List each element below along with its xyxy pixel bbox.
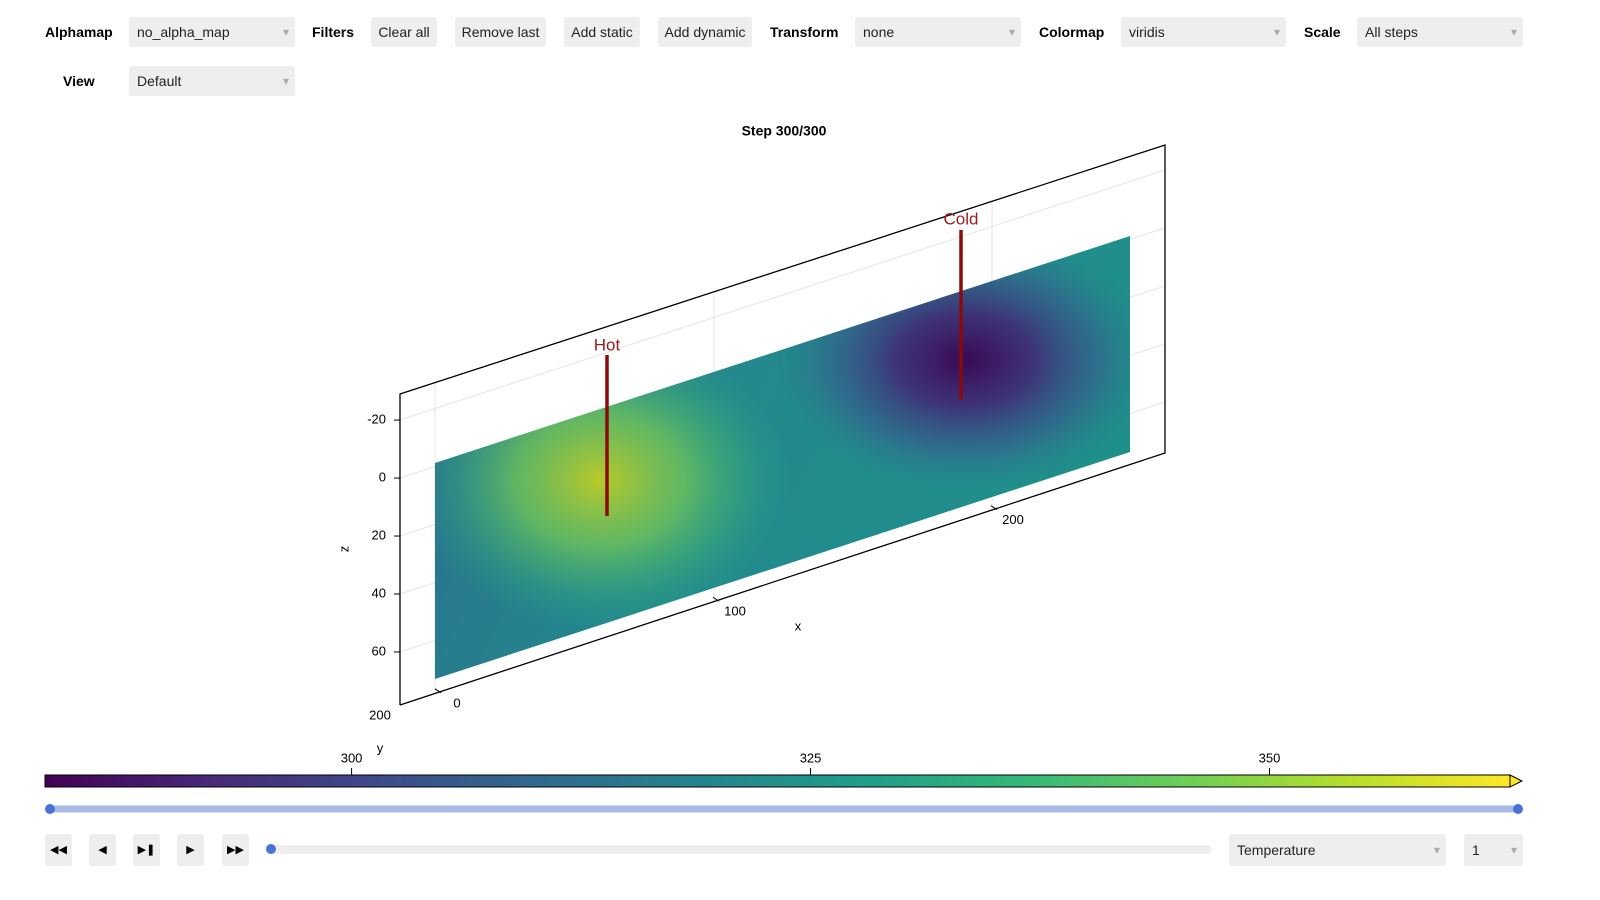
play-button[interactable]: ▶ bbox=[177, 834, 204, 866]
index-dropdown[interactable]: 1 bbox=[1464, 834, 1523, 866]
range-knob[interactable] bbox=[1513, 804, 1523, 814]
colorbar-tick-label: 325 bbox=[800, 750, 822, 765]
z-tick-label: 0 bbox=[379, 469, 386, 484]
y-tick-label: 200 bbox=[369, 707, 391, 722]
x-tick bbox=[990, 505, 998, 511]
y-axis-label: y bbox=[377, 740, 384, 755]
alphamap-label: Alphamap bbox=[45, 24, 113, 40]
transform-dropdown[interactable]: none bbox=[855, 17, 1021, 47]
z-tick-label: 60 bbox=[372, 643, 386, 658]
colorbar-frame bbox=[44, 774, 1511, 788]
annotation: Hot bbox=[594, 335, 621, 354]
z-axis-label: z bbox=[336, 546, 351, 553]
alphamap-dropdown[interactable]: no_alpha_map bbox=[129, 17, 295, 47]
scale-dropdown[interactable]: All steps bbox=[1357, 17, 1523, 47]
colormap-dropdown[interactable]: viridis bbox=[1121, 17, 1286, 47]
scale-label: Scale bbox=[1304, 24, 1341, 40]
x-tick-label: 100 bbox=[724, 604, 746, 619]
button[interactable]: Clear all bbox=[371, 17, 437, 47]
x-tick-label: 0 bbox=[453, 695, 460, 710]
annotation: Cold bbox=[944, 209, 979, 228]
button[interactable]: Add dynamic bbox=[658, 17, 752, 47]
prev-button[interactable]: ◀ bbox=[89, 834, 116, 866]
colorbar-arrow bbox=[1509, 774, 1524, 788]
colorbar bbox=[45, 775, 1510, 787]
x-axis-label: x bbox=[795, 618, 802, 633]
variable-dropdown[interactable]: Temperature bbox=[1229, 834, 1446, 866]
filters-label: Filters bbox=[312, 24, 355, 40]
z-tick-label: -20 bbox=[367, 412, 386, 427]
z-tick-label: 40 bbox=[372, 585, 386, 600]
colorbar-tick-label: 300 bbox=[341, 750, 363, 765]
button[interactable]: Remove last bbox=[455, 17, 546, 47]
z-tick-label: 20 bbox=[372, 527, 386, 542]
last-button[interactable]: ▶▶ bbox=[222, 834, 249, 866]
button[interactable]: Add static bbox=[564, 17, 640, 47]
view-label: View bbox=[63, 73, 95, 89]
x-tick bbox=[434, 688, 442, 694]
transform-label: Transform bbox=[770, 24, 839, 40]
first-button[interactable]: ◀◀ bbox=[45, 834, 72, 866]
range-knob[interactable] bbox=[45, 804, 55, 814]
colorbar-tick-label: 350 bbox=[1259, 750, 1281, 765]
playpause-button[interactable]: ▶❚ bbox=[133, 834, 160, 866]
view-dropdown[interactable]: Default bbox=[129, 66, 295, 96]
temperature-surface bbox=[435, 236, 1130, 679]
plot-title: Step 300/300 bbox=[742, 123, 827, 139]
colormap-label: Colormap bbox=[1039, 24, 1105, 40]
x-tick-label: 200 bbox=[1002, 512, 1024, 527]
step-knob[interactable] bbox=[266, 844, 276, 854]
x-tick bbox=[712, 596, 720, 602]
step-slider[interactable] bbox=[266, 845, 1211, 854]
axis-box bbox=[399, 144, 1166, 706]
